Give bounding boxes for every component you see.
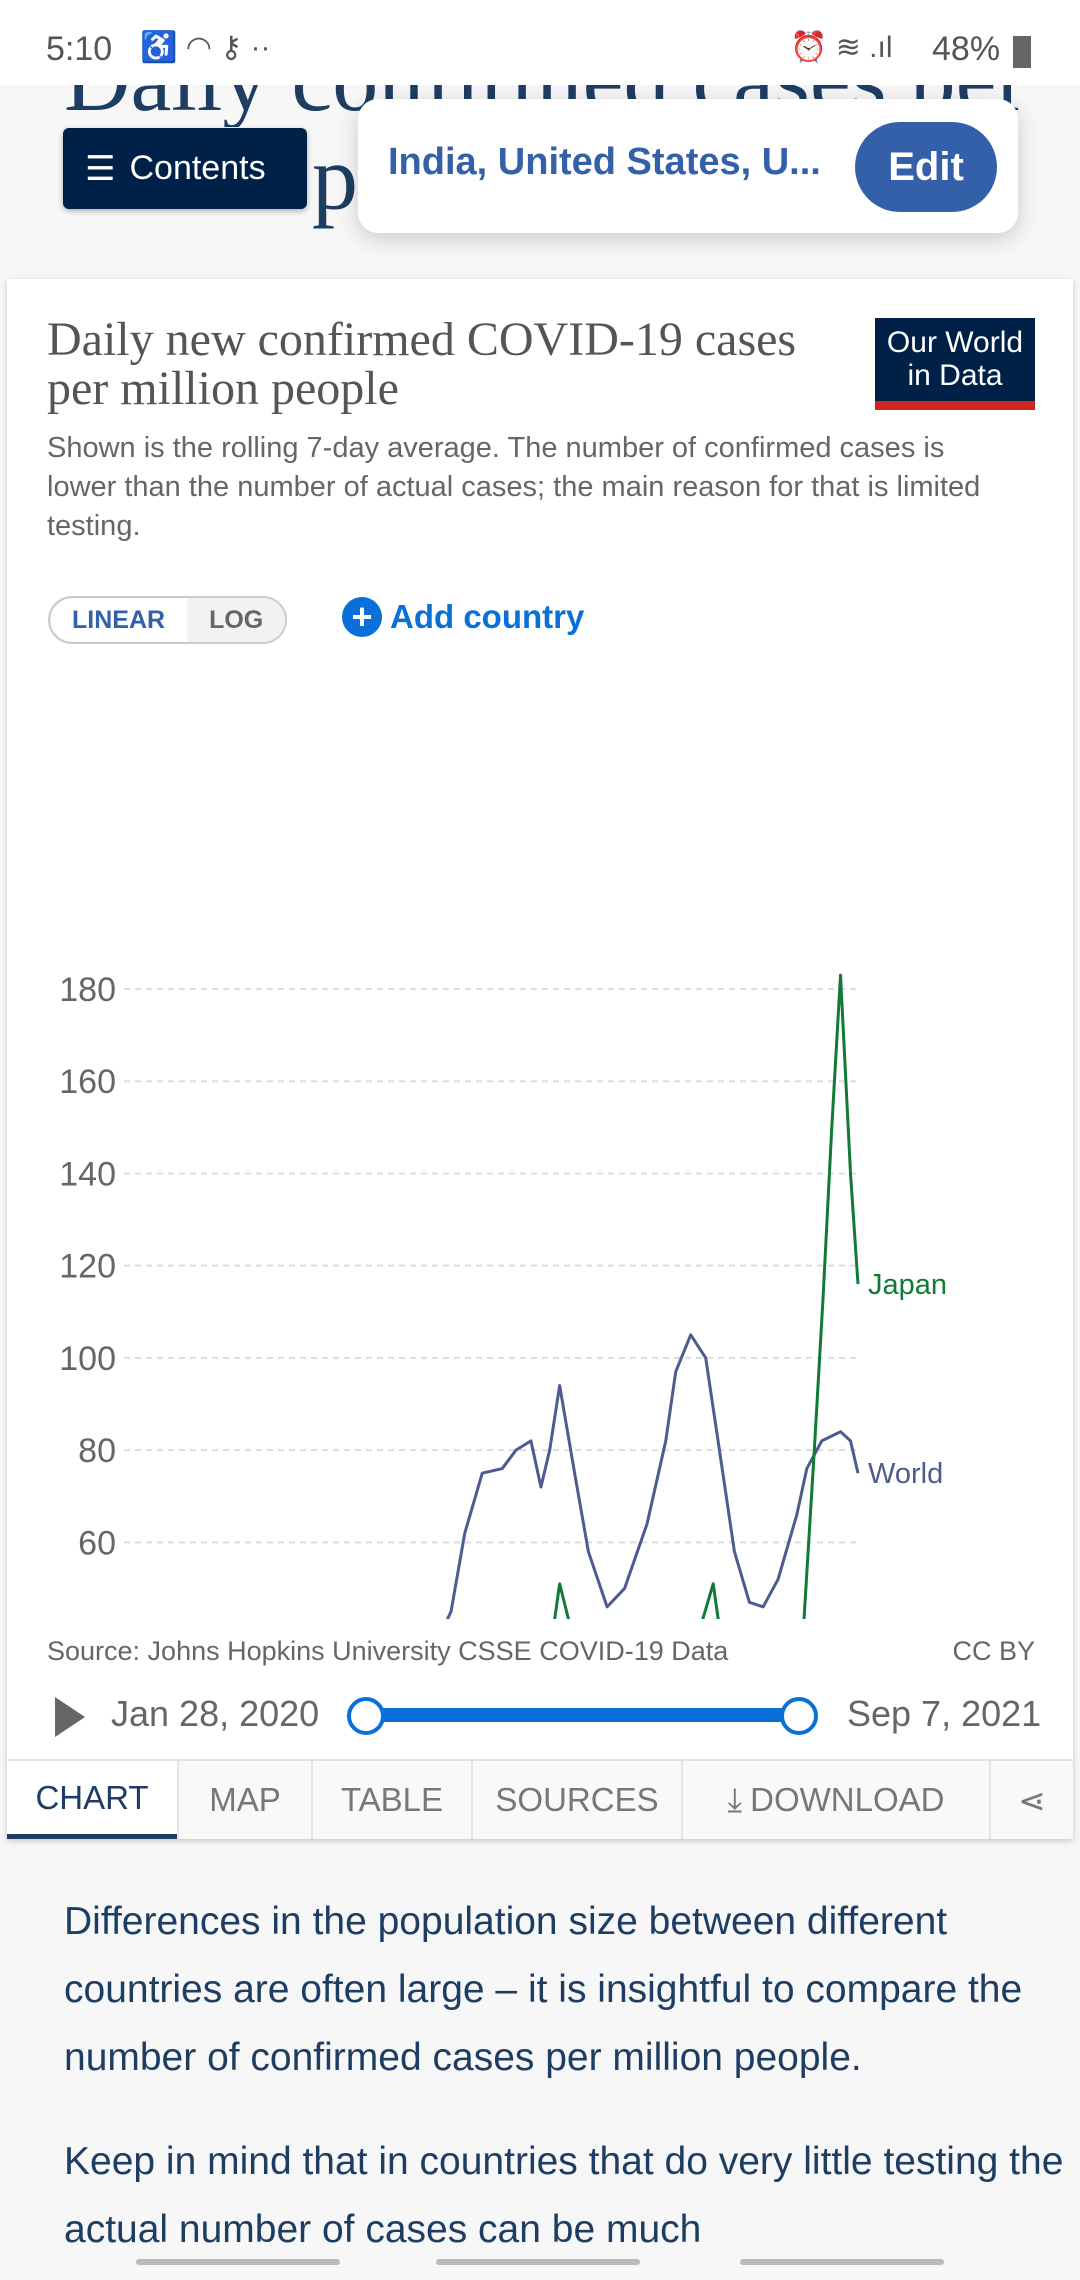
navigation-bar (0, 2250, 1080, 2280)
add-country-label: Add country (390, 598, 585, 635)
chart-title: Daily new confirmed COVID-19 cases per m… (47, 313, 797, 415)
y-tick-label: 120 (59, 1248, 116, 1286)
share-button[interactable]: ⋖ (989, 1761, 1073, 1839)
series-line-japan (553, 973, 860, 1619)
paragraph: Keep in mind that in countries that do v… (64, 2140, 1064, 2248)
y-tick-label: 80 (78, 1432, 116, 1470)
y-tick-label: 180 (59, 971, 116, 1009)
timeline: Jan 28, 2020 Sep 7, 2021 (47, 1687, 1047, 1743)
selected-countries[interactable]: India, United States, U... (388, 141, 821, 183)
chart-subtitle: Shown is the rolling 7-day average. The … (47, 432, 981, 542)
tab-map[interactable]: MAP (177, 1761, 311, 1839)
battery-percent: 48% (932, 30, 1001, 68)
license[interactable]: CC BY (952, 1636, 1035, 1666)
share-icon: ⋖ (1018, 1781, 1046, 1819)
series-line-world (445, 1333, 860, 1619)
home-button[interactable] (436, 2259, 640, 2265)
status-bar: 5:10 ♿ ◠ ⚷ ·· ⏰ ≋ .ıl 48% (0, 0, 1080, 85)
tab-chart[interactable]: CHART (7, 1761, 177, 1839)
recents-button[interactable] (136, 2259, 340, 2265)
timeline-end: Sep 7, 2021 (847, 1693, 1042, 1734)
add-country-button[interactable]: + Add country (342, 596, 585, 637)
article-text: Differences in the population size betwe… (64, 1888, 1064, 2248)
chart-card: Daily new confirmed COVID-19 cases per m… (7, 279, 1073, 1839)
timeline-end-handle[interactable] (780, 1697, 818, 1735)
play-icon[interactable] (55, 1697, 85, 1737)
timeline-track[interactable] (357, 1708, 802, 1722)
chart-tabs: CHART MAP TABLE SOURCES ⤓ DOWNLOAD ⋖ (7, 1759, 1073, 1839)
download-label: DOWNLOAD (750, 1781, 945, 1818)
battery-icon (1013, 36, 1031, 68)
back-button[interactable] (740, 2259, 944, 2265)
timeline-start: Jan 28, 2020 (111, 1693, 320, 1734)
linear-button[interactable]: LINEAR (50, 598, 190, 642)
menu-icon: ☰ (85, 149, 116, 188)
y-tick-label: 160 (59, 1063, 116, 1101)
country-selector-popup: India, United States, U... Edit (358, 99, 1018, 233)
y-tick-label: 40 (78, 1617, 116, 1619)
owid-logo[interactable]: Our World in Data (875, 318, 1035, 410)
tab-sources[interactable]: SOURCES (471, 1761, 681, 1839)
scale-toggle: LINEAR LOG (48, 596, 288, 644)
notification-icons: ♿ ◠ ⚷ ·· (140, 31, 271, 64)
tab-table[interactable]: TABLE (311, 1761, 471, 1839)
contents-label: Contents (129, 149, 266, 187)
series-label-japan: Japan (868, 1269, 947, 1301)
tab-download[interactable]: ⤓ DOWNLOAD (681, 1761, 989, 1839)
log-button[interactable]: LOG (187, 598, 286, 642)
source-note[interactable]: Source: Johns Hopkins University CSSE CO… (47, 1636, 729, 1666)
page-title-line2: p (312, 127, 358, 229)
y-tick-label: 60 (78, 1524, 116, 1562)
alarm-wifi-signal-icons: ⏰ ≋ .ıl (790, 31, 893, 64)
y-tick-label: 140 (59, 1155, 116, 1193)
timeline-start-handle[interactable] (347, 1697, 385, 1735)
series-label-world: World (868, 1458, 943, 1490)
contents-button[interactable]: ☰ Contents (63, 128, 307, 209)
edit-button[interactable]: Edit (855, 122, 997, 212)
paragraph: Differences in the population size betwe… (64, 1900, 1023, 2079)
y-tick-label: 100 (59, 1340, 116, 1378)
line-chart: 020406080100120140160180Jan 28, 2020Nov … (59, 971, 947, 1619)
plus-icon: + (342, 596, 382, 637)
status-time: 5:10 (46, 30, 113, 68)
download-icon: ⤓ (727, 1780, 743, 1818)
